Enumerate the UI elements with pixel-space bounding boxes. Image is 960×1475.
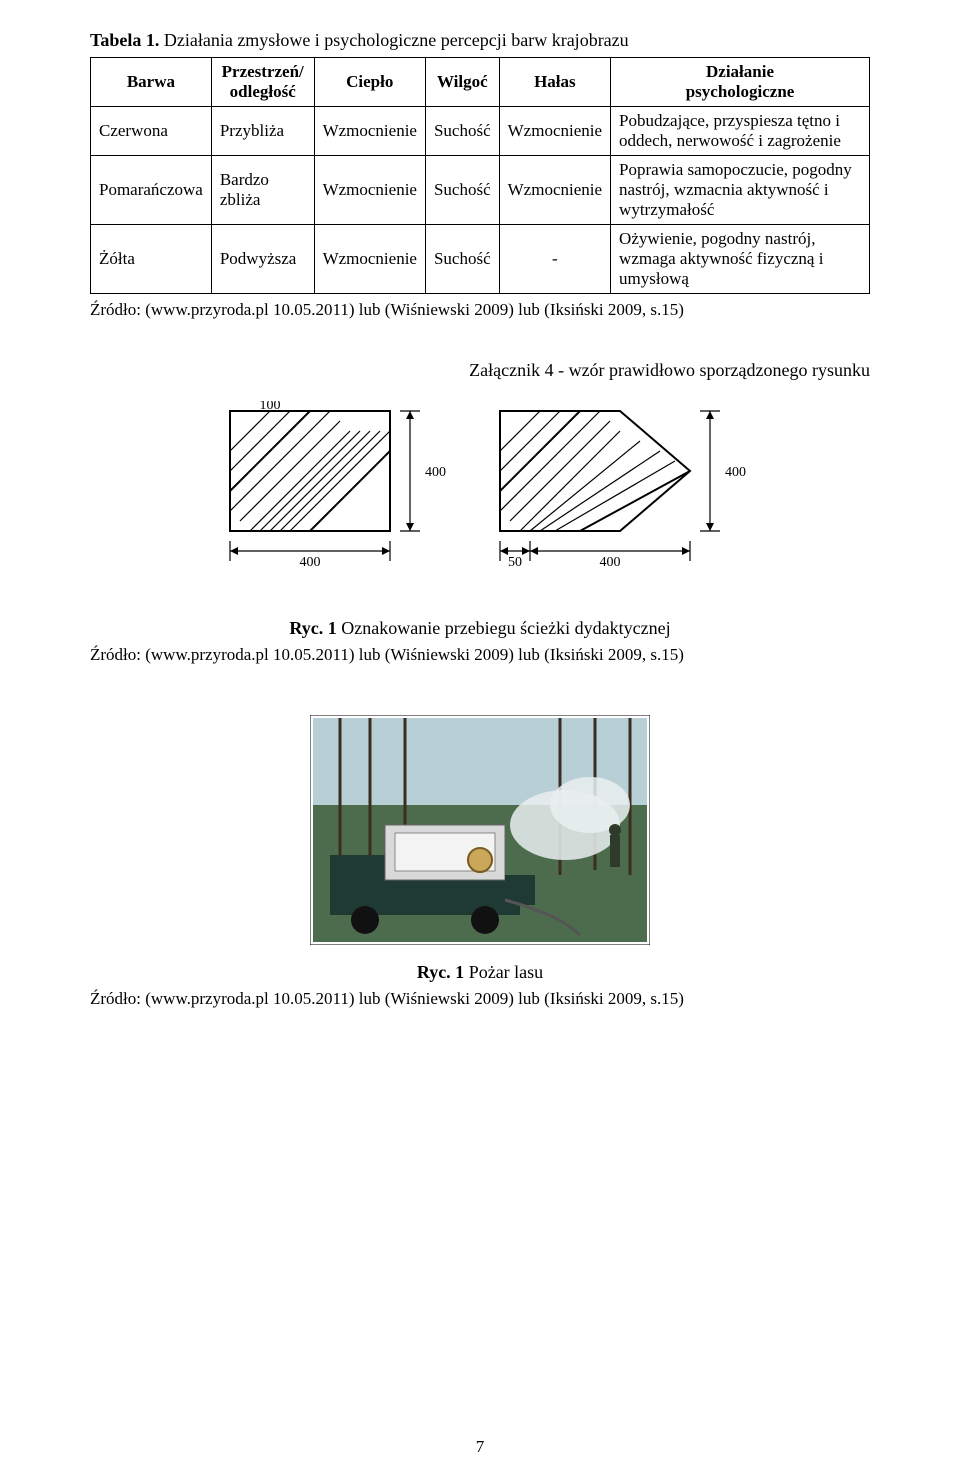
figure-1-caption-rest: Oznakowanie przebiegu ścieżki dydaktyczn… [337,618,671,638]
cell-wilgoc: Suchość [425,156,499,225]
figure-1-caption: Ryc. 1 Oznakowanie przebiegu ścieżki dyd… [90,618,870,639]
cell-przestrzen: Przybliża [211,107,314,156]
page-number: 7 [0,1437,960,1457]
figure-2 [90,715,870,950]
cell-cieplo: Wzmocnienie [314,225,425,294]
table-main: Barwa Przestrzeń/ odległość Ciepło Wilgo… [90,57,870,294]
cell-wilgoc: Suchość [425,107,499,156]
th-cieplo: Ciepło [314,58,425,107]
cell-barwa: Żółta [91,225,212,294]
cell-wilgoc: Suchość [425,225,499,294]
figure-2-caption: Ryc. 1 Pożar lasu [90,962,870,983]
dim-text: 100 [260,401,281,413]
th-barwa: Barwa [91,58,212,107]
cell-dzialanie: Poprawia samopoczucie, pogodny nastrój, … [611,156,870,225]
table-row: Żółta Podwyższa Wzmocnienie Suchość - Oż… [91,225,870,294]
table-header-row: Barwa Przestrzeń/ odległość Ciepło Wilgo… [91,58,870,107]
dim-text: 400 [425,465,446,480]
cell-barwa: Pomarańczowa [91,156,212,225]
figure-1-caption-prefix: Ryc. 1 [289,618,336,638]
th-dzialanie-l1: Działanie [706,62,774,81]
figure-2-caption-prefix: Ryc. 1 [417,962,464,982]
figure-1-source: Źródło: (www.przyroda.pl 10.05.2011) lub… [90,645,870,665]
th-wilgoc: Wilgoć [425,58,499,107]
table-title-rest: Działania zmysłowe i psychologiczne perc… [159,30,628,50]
figure-2-source: Źródło: (www.przyroda.pl 10.05.2011) lub… [90,989,870,1009]
cell-halas: - [499,225,610,294]
cell-przestrzen: Podwyższa [211,225,314,294]
th-halas: Hałas [499,58,610,107]
attachment-title: Załącznik 4 - wzór prawidłowo sporządzon… [90,360,870,381]
th-przestrzen-l2: odległość [230,82,296,101]
th-dzialanie: Działanie psychologiczne [611,58,870,107]
photo-icon [310,715,650,945]
cell-przestrzen: Bardzo zbliża [211,156,314,225]
dim-text: 400 [725,465,746,480]
cell-barwa: Czerwona [91,107,212,156]
drawing-icon: 400 400 100 [200,401,760,601]
dim-text: 400 [300,555,321,570]
table-title: Tabela 1. Działania zmysłowe i psycholog… [90,30,870,51]
cell-dzialanie: Ożywienie, pogodny nastrój, wzmaga aktyw… [611,225,870,294]
figure-2-caption-rest: Pożar lasu [464,962,543,982]
th-dzialanie-l2: psychologiczne [686,82,795,101]
figure-1: 400 400 100 [90,401,870,606]
cell-dzialanie: Pobudzające, przyspiesza tętno i oddech,… [611,107,870,156]
th-przestrzen: Przestrzeń/ odległość [211,58,314,107]
cell-halas: Wzmocnienie [499,107,610,156]
cell-halas: Wzmocnienie [499,156,610,225]
cell-cieplo: Wzmocnienie [314,156,425,225]
table-source: Źródło: (www.przyroda.pl 10.05.2011) lub… [90,300,870,320]
table-title-prefix: Tabela 1. [90,30,159,50]
dim-text: 400 [600,555,621,570]
th-przestrzen-l1: Przestrzeń/ [222,62,304,81]
page: Tabela 1. Działania zmysłowe i psycholog… [0,0,960,1475]
table-row: Pomarańczowa Bardzo zbliża Wzmocnienie S… [91,156,870,225]
dim-text: 50 [508,555,522,570]
table-row: Czerwona Przybliża Wzmocnienie Suchość W… [91,107,870,156]
cell-cieplo: Wzmocnienie [314,107,425,156]
